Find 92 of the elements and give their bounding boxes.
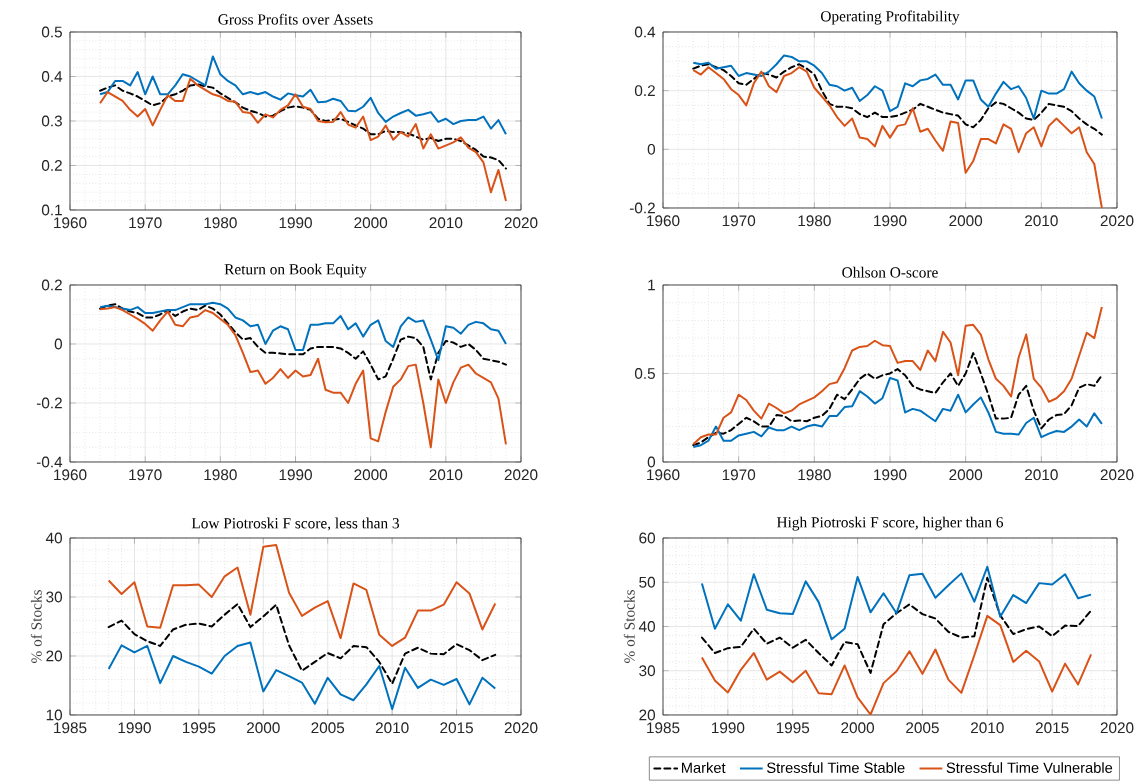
x-tick-label: 2020 [504,217,538,229]
y-axis-title: % of Stocks [623,590,635,664]
x-tick-label: 1995 [776,722,810,734]
x-tick-label: 1980 [798,215,831,227]
x-tick-label: 2000 [247,722,280,734]
x-tick-label: 1960 [647,215,680,227]
x-tick-label: 1990 [279,217,312,229]
y-tick-label: -0.2 [36,397,62,409]
x-tick-label: 2015 [1035,722,1069,734]
x-tick-label: 2000 [354,469,388,481]
x-tick-label: 2015 [440,722,473,734]
x-tick-label: 2000 [949,215,983,227]
x-tick-label: 1985 [647,722,680,734]
x-tick-label: 1970 [722,215,756,227]
line-series [692,66,1103,208]
y-tick-label: 60 [639,532,656,544]
x-tick-label: 1960 [54,469,87,481]
y-tick-label: 20 [639,709,656,721]
x-tick-label: 1990 [711,722,745,734]
line-series [700,614,1093,715]
x-tick-label: 1970 [129,217,162,229]
x-tick-label: 2010 [375,722,409,734]
line-series [700,576,1093,674]
x-tick-label: 1990 [874,469,907,481]
y-axis-title: % of Stocks [30,590,42,664]
line-series [692,376,1103,448]
y-tick-label: 0.4 [634,26,656,38]
line-series [99,306,507,449]
y-tick-label: 50 [639,576,656,588]
x-tick-label: 2020 [504,722,538,734]
y-tick-label: 0.5 [41,26,62,38]
x-tick-label: 2010 [429,469,463,481]
x-tick-label: 1985 [54,722,87,734]
x-tick-label: 2005 [906,722,939,734]
x-tick-label: 1970 [722,469,756,481]
x-tick-label: 2010 [429,217,463,229]
y-tick-label: 20 [46,650,63,662]
line-series [107,641,497,711]
x-tick-label: 2020 [1100,722,1134,734]
y-tick-label: 10 [46,709,63,721]
line-series [107,544,497,647]
y-tick-label: 0.3 [41,115,62,127]
chart-title: Operating Profitability [821,10,960,25]
x-tick-label: 1960 [647,469,680,481]
y-tick-label: 0.5 [634,368,655,379]
legend-label: Stressful Time Vulnerable [946,762,1113,773]
x-tick-label: 2010 [971,722,1004,734]
y-tick-label: -0.2 [629,202,655,214]
y-tick-label: 30 [639,665,656,677]
x-tick-label: 2020 [1100,469,1134,481]
x-tick-label: 2000 [354,217,388,229]
x-tick-label: 1990 [118,722,151,734]
line-series [107,603,497,685]
chart-title: High Piotroski F score, higher than 6 [776,516,1004,531]
x-tick-label: 2005 [311,722,345,734]
chart-title: Gross Profits over Assets [218,13,373,25]
line-series [700,565,1093,641]
x-tick-label: 1990 [874,215,907,227]
x-tick-label: 1960 [54,217,87,229]
y-tick-label: 40 [638,621,656,632]
x-tick-label: 1980 [798,469,831,481]
x-tick-label: 2010 [1025,469,1058,481]
y-tick-label: 30 [46,591,63,603]
x-tick-label: 1980 [204,217,237,229]
line-series [692,352,1103,447]
chart-title: Return on Book Equity [224,263,367,278]
x-tick-label: 2010 [1025,215,1058,227]
x-tick-label: 2000 [949,469,983,481]
x-tick-label: 1990 [279,469,312,481]
y-tick-label: 0 [647,143,656,155]
y-tick-label: 0.2 [634,85,655,97]
line-series [692,306,1103,446]
y-tick-label: 1 [648,279,655,291]
x-tick-label: 1970 [129,469,162,481]
y-tick-label: 0.2 [41,160,62,171]
x-tick-label: 2020 [1100,215,1134,227]
chart-title: Ohlson O-score [842,266,938,278]
x-tick-label: 2020 [504,469,538,481]
x-tick-label: 2000 [841,722,875,734]
x-tick-label: 1995 [182,722,216,734]
y-tick-label: 0 [647,456,656,468]
line-series [692,54,1103,120]
y-tick-label: 0.1 [41,204,62,216]
y-tick-label: 40 [45,532,63,544]
y-tick-label: 0.2 [41,279,62,291]
x-tick-label: 1980 [204,469,237,481]
legend-label: Market [681,762,726,773]
chart-title: Low Piotroski F score, less than 3 [191,517,400,531]
legend-label: Stressful Time Stable [767,762,905,773]
y-tick-label: 0 [54,338,63,350]
y-tick-label: -0.4 [36,456,63,468]
y-tick-label: 0.4 [41,71,63,82]
